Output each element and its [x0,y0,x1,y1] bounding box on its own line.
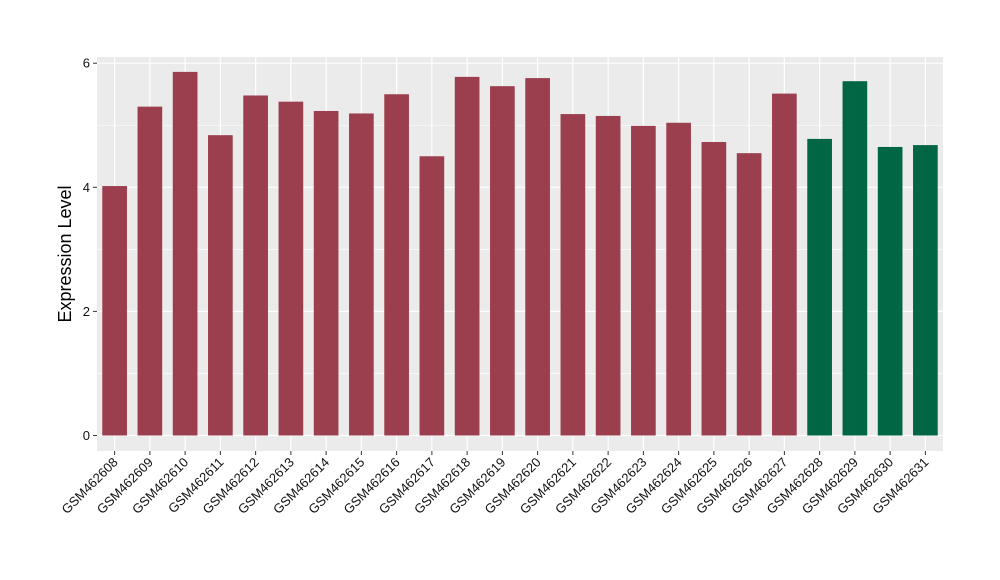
bar-GSM462623 [631,125,656,436]
bar-GSM462619 [490,86,515,436]
bar-GSM462617 [419,156,445,436]
bar-GSM462614 [313,110,339,436]
bar-GSM462620 [525,78,550,436]
bar-GSM462622 [595,115,621,436]
bar-GSM462626 [736,153,762,436]
bar-GSM462625 [701,142,727,436]
x-axis: GSM462608GSM462609GSM462610GSM462611GSM4… [59,451,931,517]
bar-GSM462610 [172,71,198,436]
bar-GSM462615 [349,113,374,436]
bar-GSM462630 [877,146,903,436]
bar-GSM462616 [384,94,409,436]
bar-GSM462612 [243,95,268,436]
bar-GSM462621 [560,114,586,436]
bar-GSM462618 [454,76,480,436]
bar-GSM462628 [807,138,832,436]
y-tick-label: 6 [83,56,90,71]
y-tick-label: 0 [83,428,90,443]
bars [102,71,938,436]
y-axis-title: Expression Level [55,185,75,322]
y-axis: 0 2 4 6 [83,56,97,443]
bar-GSM462608 [102,186,127,436]
bar-GSM462624 [666,122,691,436]
bar-GSM462629 [842,81,868,436]
bar-GSM462631 [913,145,938,436]
bar-GSM462611 [208,135,233,436]
bar-GSM462609 [137,106,163,436]
bar-GSM462613 [278,101,304,436]
bar-GSM462627 [772,93,797,436]
plot-panel [97,57,943,451]
y-tick-label: 4 [83,180,90,195]
y-tick-label: 2 [83,304,90,319]
